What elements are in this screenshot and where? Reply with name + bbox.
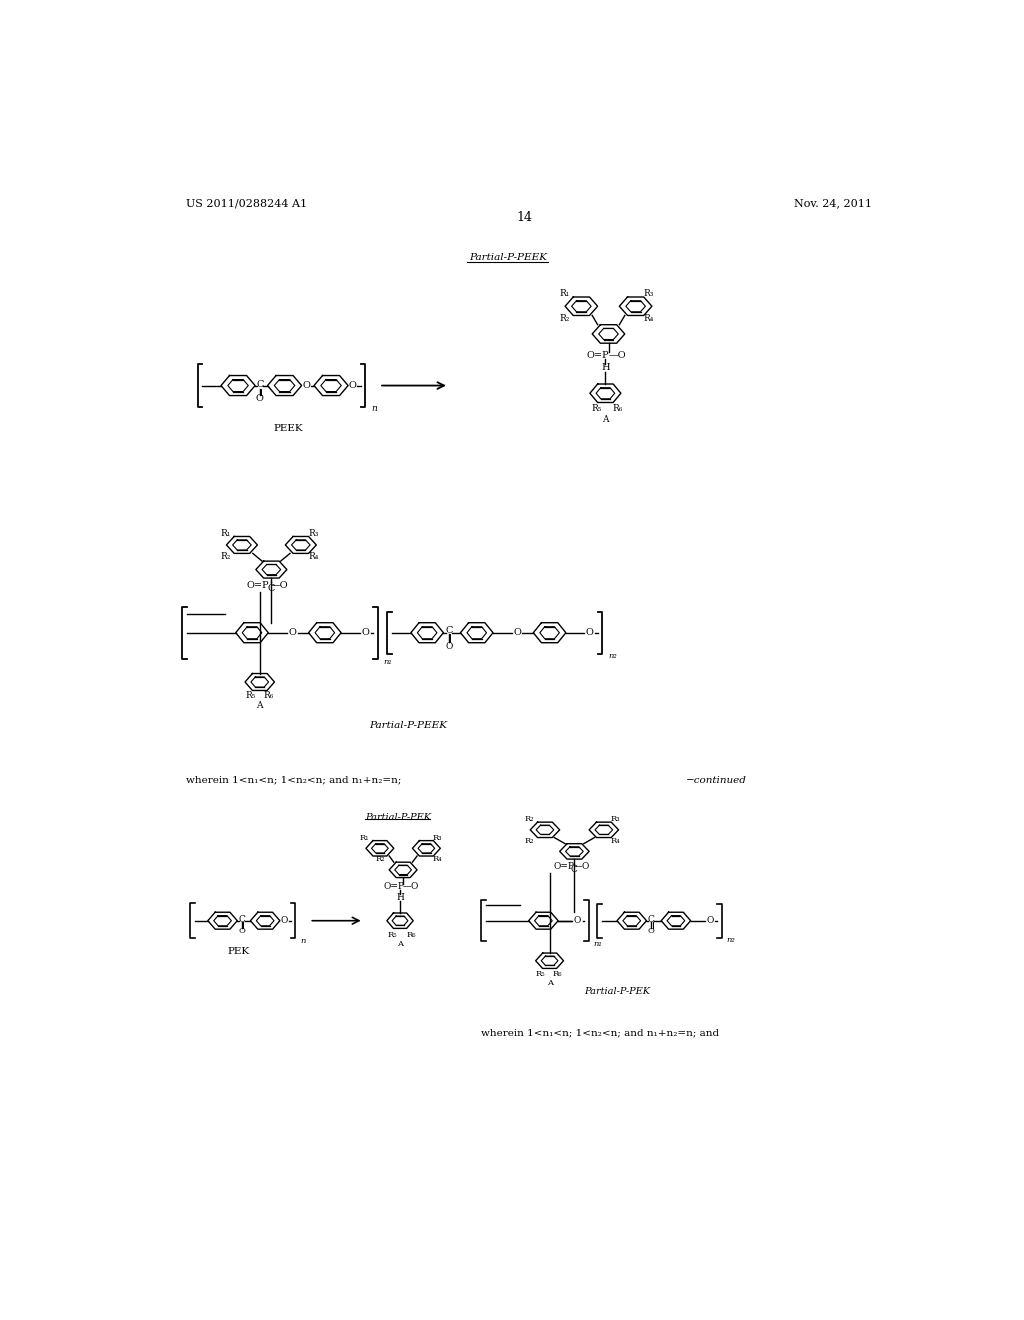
Text: Nov. 24, 2011: Nov. 24, 2011 xyxy=(794,198,872,209)
Text: O=P: O=P xyxy=(383,882,404,891)
Text: R₁: R₁ xyxy=(560,289,570,298)
Text: —O: —O xyxy=(402,882,419,891)
Text: R₆: R₆ xyxy=(553,970,562,978)
Text: O: O xyxy=(349,381,356,389)
Text: US 2011/0288244 A1: US 2011/0288244 A1 xyxy=(186,198,307,209)
Text: O: O xyxy=(707,916,714,925)
Text: wherein 1<n₁<n; 1<n₂<n; and n₁+n₂=n;: wherein 1<n₁<n; 1<n₂<n; and n₁+n₂=n; xyxy=(186,776,401,785)
Text: O: O xyxy=(445,642,453,651)
Text: 14: 14 xyxy=(517,211,532,224)
Text: R₃: R₃ xyxy=(610,814,620,824)
Text: —O: —O xyxy=(609,351,627,360)
Text: O: O xyxy=(239,928,246,936)
Text: A: A xyxy=(547,979,553,987)
Text: A: A xyxy=(602,414,608,424)
Text: —O: —O xyxy=(270,581,288,590)
Text: R₅: R₅ xyxy=(536,970,545,978)
Text: R₃: R₃ xyxy=(643,289,653,298)
Text: PEK: PEK xyxy=(227,946,249,956)
Text: —O: —O xyxy=(574,862,591,871)
Text: R₆: R₆ xyxy=(612,404,623,413)
Text: R₆: R₆ xyxy=(263,692,273,701)
Text: R₅: R₅ xyxy=(246,692,256,701)
Text: O=P: O=P xyxy=(553,862,574,871)
Text: R₃: R₃ xyxy=(308,529,318,537)
Text: H: H xyxy=(601,363,609,372)
Text: A: A xyxy=(397,940,403,948)
Text: Partial-P-PEEK: Partial-P-PEEK xyxy=(469,252,547,261)
Text: O=P: O=P xyxy=(587,351,609,360)
Text: R₂: R₂ xyxy=(560,314,570,323)
Text: n₁: n₁ xyxy=(594,940,602,948)
Text: PEEK: PEEK xyxy=(273,424,303,433)
Text: n₂: n₂ xyxy=(608,652,617,660)
Text: C: C xyxy=(267,583,275,593)
Text: R₁: R₁ xyxy=(220,529,230,537)
Text: Partial-P-PEEK: Partial-P-PEEK xyxy=(369,721,446,730)
Text: A: A xyxy=(256,701,263,710)
Text: R₂: R₂ xyxy=(524,837,535,845)
Text: Partial-P-PEK: Partial-P-PEK xyxy=(584,987,650,995)
Text: R₆: R₆ xyxy=(407,931,416,939)
Text: R₅: R₅ xyxy=(388,931,397,939)
Text: n₁: n₁ xyxy=(384,657,392,667)
Text: −continued: −continued xyxy=(686,776,746,785)
Text: R₃: R₃ xyxy=(432,833,442,842)
Text: R₄: R₄ xyxy=(643,314,653,323)
Text: n: n xyxy=(301,937,306,945)
Text: R₂: R₂ xyxy=(524,814,535,824)
Text: n₂: n₂ xyxy=(726,936,735,944)
Text: O: O xyxy=(289,628,296,638)
Text: O: O xyxy=(648,928,654,936)
Text: O: O xyxy=(513,628,521,638)
Text: O: O xyxy=(256,395,264,403)
Text: O: O xyxy=(586,628,594,638)
Text: Partial-P-PEK: Partial-P-PEK xyxy=(365,813,431,822)
Text: C: C xyxy=(648,915,654,924)
Text: R₄: R₄ xyxy=(610,837,620,845)
Text: O=P: O=P xyxy=(246,581,268,590)
Text: H: H xyxy=(396,894,403,902)
Text: O: O xyxy=(361,628,369,638)
Text: O: O xyxy=(573,916,582,925)
Text: R₁: R₁ xyxy=(359,833,370,842)
Text: C: C xyxy=(239,915,246,924)
Text: O: O xyxy=(281,916,288,925)
Text: R₄: R₄ xyxy=(308,552,318,561)
Text: R₂: R₂ xyxy=(220,552,230,561)
Text: R₄: R₄ xyxy=(432,855,442,863)
Text: O: O xyxy=(302,381,310,389)
Text: n: n xyxy=(372,404,377,413)
Text: C: C xyxy=(571,865,578,874)
Text: R₂: R₂ xyxy=(376,855,385,863)
Text: C: C xyxy=(256,380,263,388)
Text: R₅: R₅ xyxy=(592,404,602,413)
Text: wherein 1<n₁<n; 1<n₂<n; and n₁+n₂=n; and: wherein 1<n₁<n; 1<n₂<n; and n₁+n₂=n; and xyxy=(481,1028,720,1038)
Text: C: C xyxy=(445,626,453,635)
